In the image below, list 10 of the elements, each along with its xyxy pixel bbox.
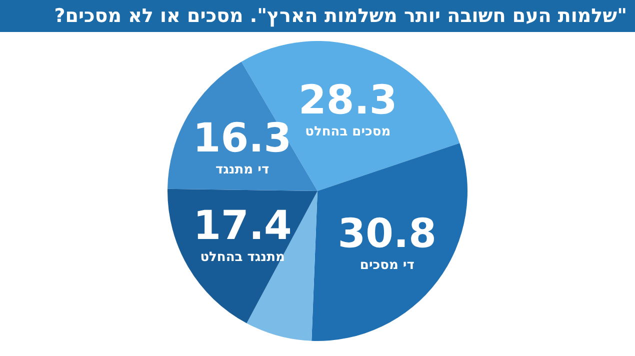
slice-label: מתנגד בהחלט: [200, 250, 285, 266]
pie-slice: [312, 143, 468, 341]
data-label: 28.3: [298, 77, 398, 124]
data-label: 17.4: [193, 203, 292, 250]
data-label: 30.8: [338, 211, 436, 258]
slice-label: די מסכים: [360, 258, 415, 274]
data-label: 16.3: [192, 115, 292, 162]
chart-title: "שלמות העם חשובה יותר משלמות הארץ". מסכים או לא מסכים?: [0, 0, 635, 32]
slice-label: מסכים בהחלט: [305, 124, 391, 140]
slice-label: די מתנגד: [215, 162, 270, 178]
